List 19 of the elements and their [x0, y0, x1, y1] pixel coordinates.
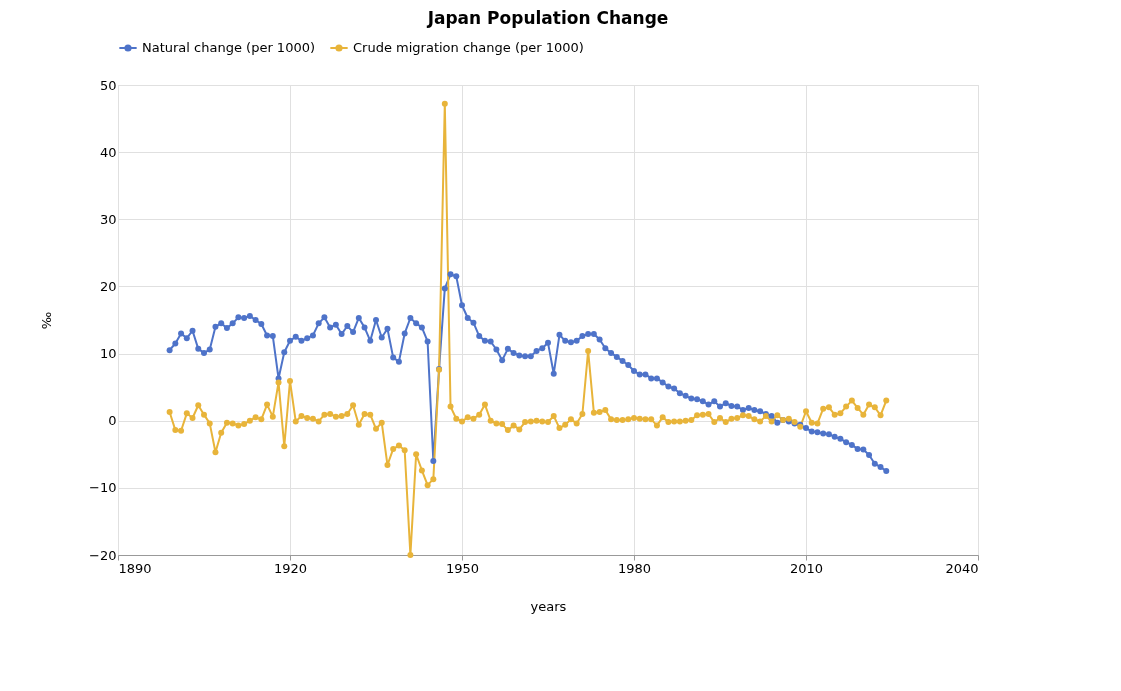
y-tick-label: 20 [99, 278, 117, 294]
x-tick-label: 2040 [945, 560, 979, 576]
x-tick-label: 1920 [273, 560, 308, 576]
x-tick-label: 2010 [789, 560, 824, 576]
x-tick-label: 1890 [118, 560, 152, 576]
y-axis-title: ‰ [39, 311, 55, 330]
x-tick-label: 1980 [617, 560, 652, 576]
y-tick-label: −10 [89, 480, 117, 496]
legend-label: Crude migration change (per 1000) [353, 40, 584, 55]
y-tick-label: 10 [99, 346, 117, 362]
x-axis-title: years [530, 598, 567, 614]
x-tick-label: 1950 [445, 560, 480, 576]
y-tick-label: 0 [108, 413, 117, 429]
chart-title: Japan Population Change [426, 8, 669, 28]
y-tick-label: −20 [89, 547, 117, 563]
y-tick-label: 50 [99, 77, 117, 93]
legend-label: Natural change (per 1000) [142, 40, 316, 55]
y-tick-label: 40 [99, 144, 117, 160]
y-tick-label: 30 [99, 211, 117, 227]
